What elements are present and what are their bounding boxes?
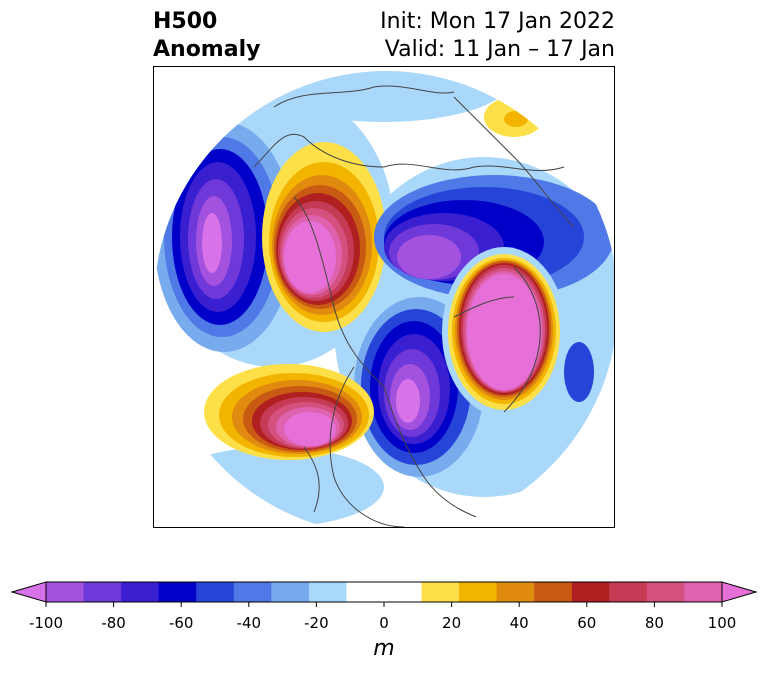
map-panel[interactable] (153, 66, 615, 528)
colorbar-tick-label: 60 (577, 614, 597, 632)
run-info: Init: Mon 17 Jan 2022 Valid: 11 Jan – 17… (380, 8, 615, 64)
colorbar-tick-label: -60 (168, 614, 194, 632)
neg-region-far-right (564, 342, 594, 402)
colorbar-tick-label: -80 (101, 614, 126, 632)
colorbar-min-extend (10, 581, 47, 603)
neg-center-north-pacific (154, 122, 294, 352)
colorbar-cell (384, 582, 423, 602)
neg-region-top (254, 71, 514, 122)
colorbar-tick-label: -20 (304, 614, 329, 632)
colorbar-tick-label: 40 (509, 614, 529, 632)
colorbar-cell (233, 582, 272, 602)
map-title: H500 Anomaly (153, 8, 260, 64)
title-line-1: H500 (153, 9, 218, 34)
colorbar-cell (308, 582, 347, 602)
colorbar-cell (459, 582, 498, 602)
init-time: Init: Mon 17 Jan 2022 (380, 9, 615, 34)
colorbar (10, 581, 758, 607)
pos-center-alaska (262, 142, 386, 332)
colorbar-tick-label: 20 (442, 614, 462, 632)
colorbar-units: m (373, 636, 395, 661)
colorbar-tick-label: -40 (236, 614, 262, 632)
colorbar-max-extend (721, 581, 758, 603)
colorbar-cell (158, 582, 197, 602)
colorbar-cell (196, 582, 235, 602)
colorbar-cell (609, 582, 648, 602)
colorbar-tick-label: 100 (707, 614, 737, 632)
colorbar-cell (46, 582, 85, 602)
colorbar-cell (121, 582, 160, 602)
colorbar-cell (571, 582, 610, 602)
pos-center-greenland (484, 97, 544, 137)
colorbar-tick-label: 0 (379, 614, 389, 632)
colorbar-cell (496, 582, 535, 602)
title-line-2: Anomaly (153, 37, 261, 62)
pos-center-europe (442, 247, 566, 417)
colorbar-tick-label: -100 (28, 614, 64, 632)
colorbar-cell (646, 582, 685, 602)
valid-period: Valid: 11 Jan – 17 Jan (384, 37, 615, 62)
colorbar-tick-label: 80 (644, 614, 664, 632)
colorbar-cell (534, 582, 573, 602)
colorbar-cell (421, 582, 460, 602)
colorbar-cell (684, 582, 723, 602)
colorbar-cell (346, 582, 385, 602)
pos-center-east-asia (204, 364, 374, 460)
colorbar-cell (83, 582, 122, 602)
colorbar-cell (271, 582, 310, 602)
anomaly-map (154, 71, 614, 527)
